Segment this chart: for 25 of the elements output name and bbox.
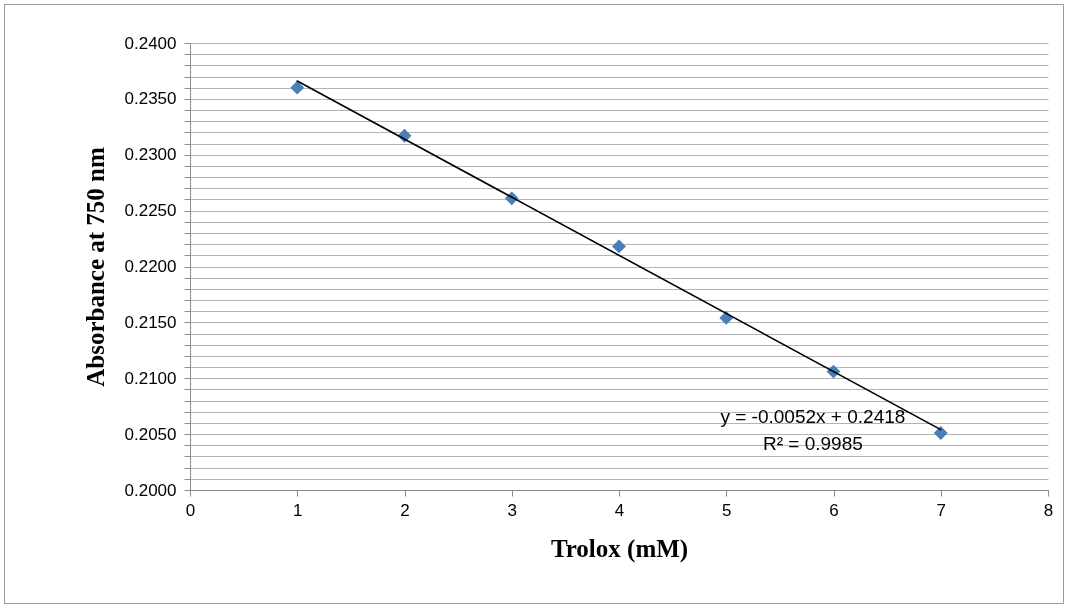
x-tick-label: 2 [400, 500, 410, 520]
point [612, 239, 626, 254]
x-tick-label: 3 [507, 500, 517, 520]
y-tick-label: 0.2300 [124, 145, 177, 165]
y-tick-label: 0.2000 [124, 480, 177, 500]
x-tick-label: 0 [185, 500, 196, 520]
annotation: y = -0.0052x + 0.2418 [720, 406, 906, 428]
y-tick-label: 0.2200 [124, 257, 177, 276]
y-tick-label: 0.2250 [124, 201, 177, 221]
y-tick-label: 0.2150 [124, 312, 177, 332]
x-tick-label: 5 [722, 500, 732, 520]
y-tick-label: 0.2350 [124, 89, 177, 109]
x-tick-label: 7 [936, 500, 946, 520]
point [290, 80, 305, 95]
x-tick-label: 6 [829, 500, 839, 520]
y-tick-label: 0.2400 [124, 33, 177, 53]
x-tick-label: 1 [293, 500, 303, 520]
y-tick-label: 0.2100 [124, 368, 177, 388]
y-axis-title: Absorbance at 750 nm [81, 147, 109, 387]
annotation: R² = 0.9985 [762, 433, 863, 455]
x-tick-label: 8 [1043, 500, 1054, 520]
x-tick-label: 4 [614, 500, 625, 520]
x-axis-title: Trolox (mM) [550, 534, 689, 563]
point [933, 426, 948, 440]
y-tick-label: 0.2050 [124, 424, 177, 444]
